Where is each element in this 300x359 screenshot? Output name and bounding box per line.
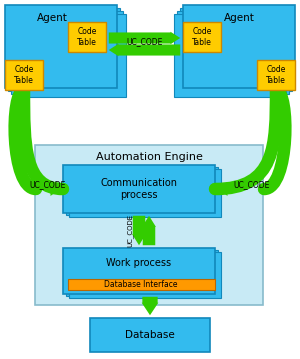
Text: Code
Table: Code Table: [77, 27, 97, 47]
Text: Code
Table: Code Table: [266, 65, 286, 85]
Text: UC_CODE: UC_CODE: [30, 181, 66, 190]
Bar: [180, 8, 292, 91]
Text: Database Interface: Database Interface: [104, 280, 178, 289]
Bar: [66, 167, 218, 215]
Text: Communication
process: Communication process: [100, 178, 178, 200]
Bar: [257, 60, 295, 90]
Bar: [177, 11, 289, 94]
FancyArrowPatch shape: [132, 216, 146, 245]
Text: Agent: Agent: [37, 13, 68, 23]
Bar: [66, 250, 218, 296]
Text: Code
Table: Code Table: [14, 65, 34, 85]
Bar: [35, 145, 263, 305]
Text: Work process: Work process: [106, 258, 172, 268]
FancyArrowPatch shape: [218, 182, 227, 196]
FancyArrowPatch shape: [109, 32, 180, 44]
Text: UC_CODE: UC_CODE: [234, 181, 270, 190]
Bar: [174, 14, 286, 97]
Text: Automation Engine: Automation Engine: [96, 152, 202, 162]
Bar: [5, 5, 117, 88]
FancyArrowPatch shape: [50, 182, 60, 196]
Text: Code
Table: Code Table: [192, 27, 212, 47]
Text: Agent: Agent: [224, 13, 254, 23]
Bar: [68, 279, 215, 290]
Bar: [183, 22, 221, 52]
Bar: [63, 248, 215, 294]
Bar: [69, 252, 221, 298]
Bar: [8, 8, 120, 91]
Bar: [5, 60, 43, 90]
Bar: [11, 11, 123, 94]
Text: UC_CODE: UC_CODE: [127, 214, 134, 247]
Bar: [183, 5, 295, 88]
FancyArrowPatch shape: [142, 216, 156, 245]
FancyArrowPatch shape: [109, 44, 180, 56]
Text: Database: Database: [125, 330, 175, 340]
Text: UC_CODE: UC_CODE: [127, 37, 163, 47]
Bar: [90, 318, 210, 352]
Bar: [14, 14, 126, 97]
Bar: [63, 165, 215, 213]
Bar: [69, 169, 221, 217]
Bar: [68, 22, 106, 52]
FancyArrowPatch shape: [142, 297, 158, 315]
